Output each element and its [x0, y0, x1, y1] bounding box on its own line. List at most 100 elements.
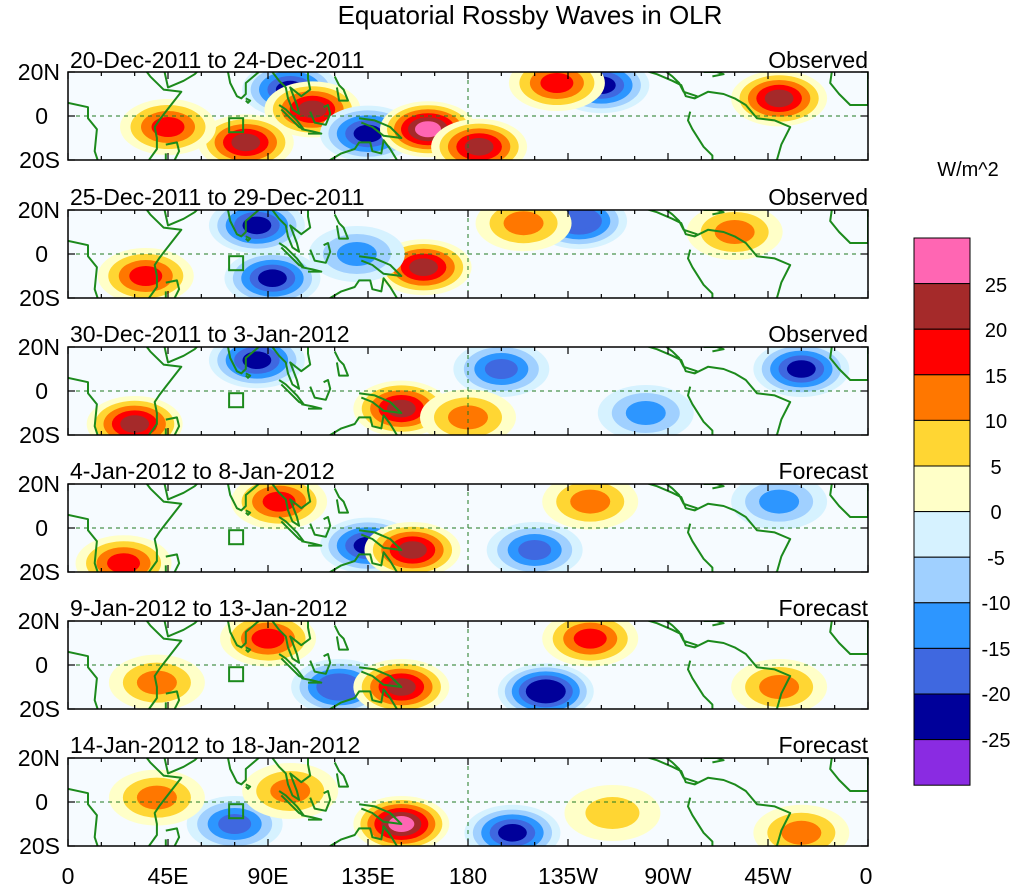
coastline [301, 814, 323, 821]
contour-level [415, 121, 441, 138]
coastline [245, 646, 252, 653]
coastline [703, 210, 725, 216]
contour-level [564, 212, 594, 230]
contour-level [231, 133, 261, 152]
lat-label-20s: 20S [19, 285, 60, 311]
coastline [68, 758, 183, 846]
anomaly-center [497, 663, 594, 709]
coastline [271, 347, 312, 390]
lon-label: 45W [744, 863, 792, 889]
contour-level [353, 124, 383, 143]
panel-date-range: 25-Dec-2011 to 29-Dec-2011 [70, 184, 365, 210]
coastline [327, 551, 399, 572]
contour-level [540, 73, 574, 93]
coastline [164, 141, 181, 160]
panel-date-range: 20-Dec-2011 to 24-Dec-2011 [70, 47, 365, 73]
coastline [687, 502, 792, 572]
contour-level [448, 405, 488, 430]
coastline [225, 347, 261, 375]
coastline [687, 90, 792, 160]
coastline [695, 206, 708, 208]
coastline [301, 266, 323, 273]
anomaly-center [364, 522, 461, 572]
coastlines [68, 206, 868, 298]
map-panel: 4-Jan-2012 to 8-Jan-2012 Forecast [67, 458, 869, 573]
coastline [695, 480, 708, 482]
colorbar-swatch [913, 465, 971, 513]
map-panel: 14-Jan-2012 to 18-Jan-2012 Forecast [67, 732, 869, 847]
anomaly-center [453, 347, 550, 397]
figure-title: Equatorial Rossby Waves in OLR [338, 0, 723, 30]
coastline [695, 343, 708, 345]
coastline [695, 68, 708, 70]
coastline [703, 347, 725, 353]
contour-level [242, 216, 272, 235]
map-panel: 9-Jan-2012 to 13-Jan-2012 Forecast [67, 595, 869, 710]
island-outline [228, 803, 245, 820]
coastline [829, 621, 868, 655]
lat-label-20n: 20N [18, 608, 60, 634]
contour-level [242, 351, 272, 370]
contour-level [759, 675, 800, 699]
anomaly-center [75, 535, 172, 572]
coastline [309, 104, 332, 126]
colorbar-label: -15 [982, 639, 1011, 661]
anomaly-center [753, 804, 850, 846]
island-outline [228, 392, 245, 409]
coastline [271, 484, 312, 527]
colorbar-swatch [913, 328, 971, 376]
coastline [271, 72, 312, 115]
panel-status: Forecast [779, 458, 869, 484]
contour-level [136, 785, 177, 810]
coastline [68, 347, 183, 435]
lat-label-20s: 20S [19, 559, 60, 585]
coastlines [68, 343, 868, 435]
olr-anomaly-field [68, 484, 868, 572]
panel-status: Forecast [779, 595, 869, 621]
colorbar-swatch [913, 693, 971, 741]
contour-level [107, 553, 141, 572]
lat-label-20s: 20S [19, 696, 60, 722]
coastline [695, 754, 708, 756]
coastline [68, 210, 183, 298]
coastline [225, 621, 261, 649]
contour-level [298, 100, 327, 119]
coastline [358, 255, 403, 277]
coastline [703, 72, 725, 78]
lon-label: 135E [341, 863, 395, 889]
lon-label: 0 [860, 863, 873, 889]
coastline [301, 540, 323, 547]
coastlines [68, 480, 868, 572]
coastline [301, 128, 323, 135]
coastline [358, 803, 403, 825]
contour-level [258, 269, 287, 288]
anomaly-center [564, 785, 661, 841]
coastline [164, 690, 181, 709]
coastlines [68, 754, 868, 846]
anomaly-center [686, 210, 783, 260]
colorbar-label: -10 [982, 593, 1011, 615]
contour-level [781, 820, 822, 845]
lon-label: 90E [248, 863, 289, 889]
island-outline [228, 666, 245, 683]
coastline [358, 117, 403, 139]
panel-status: Forecast [779, 732, 869, 758]
coastline [687, 639, 792, 709]
panel-status: Observed [768, 47, 868, 73]
coastline [829, 210, 868, 244]
coastline [695, 617, 708, 619]
anomaly-center [464, 804, 561, 846]
coastline [225, 72, 261, 100]
island-outline [228, 529, 245, 546]
coastline [327, 139, 399, 160]
anomaly-center [431, 118, 528, 160]
panel-date-range: 9-Jan-2012 to 13-Jan-2012 [70, 595, 347, 621]
lat-label-eq: 0 [35, 515, 48, 541]
anomaly-center [542, 621, 639, 667]
colorbar-label: 0 [990, 502, 1001, 524]
coastline [245, 372, 252, 379]
coastline [333, 487, 349, 514]
anomaly-center [486, 522, 583, 572]
lat-label-eq: 0 [35, 103, 48, 129]
coastline [225, 484, 261, 512]
